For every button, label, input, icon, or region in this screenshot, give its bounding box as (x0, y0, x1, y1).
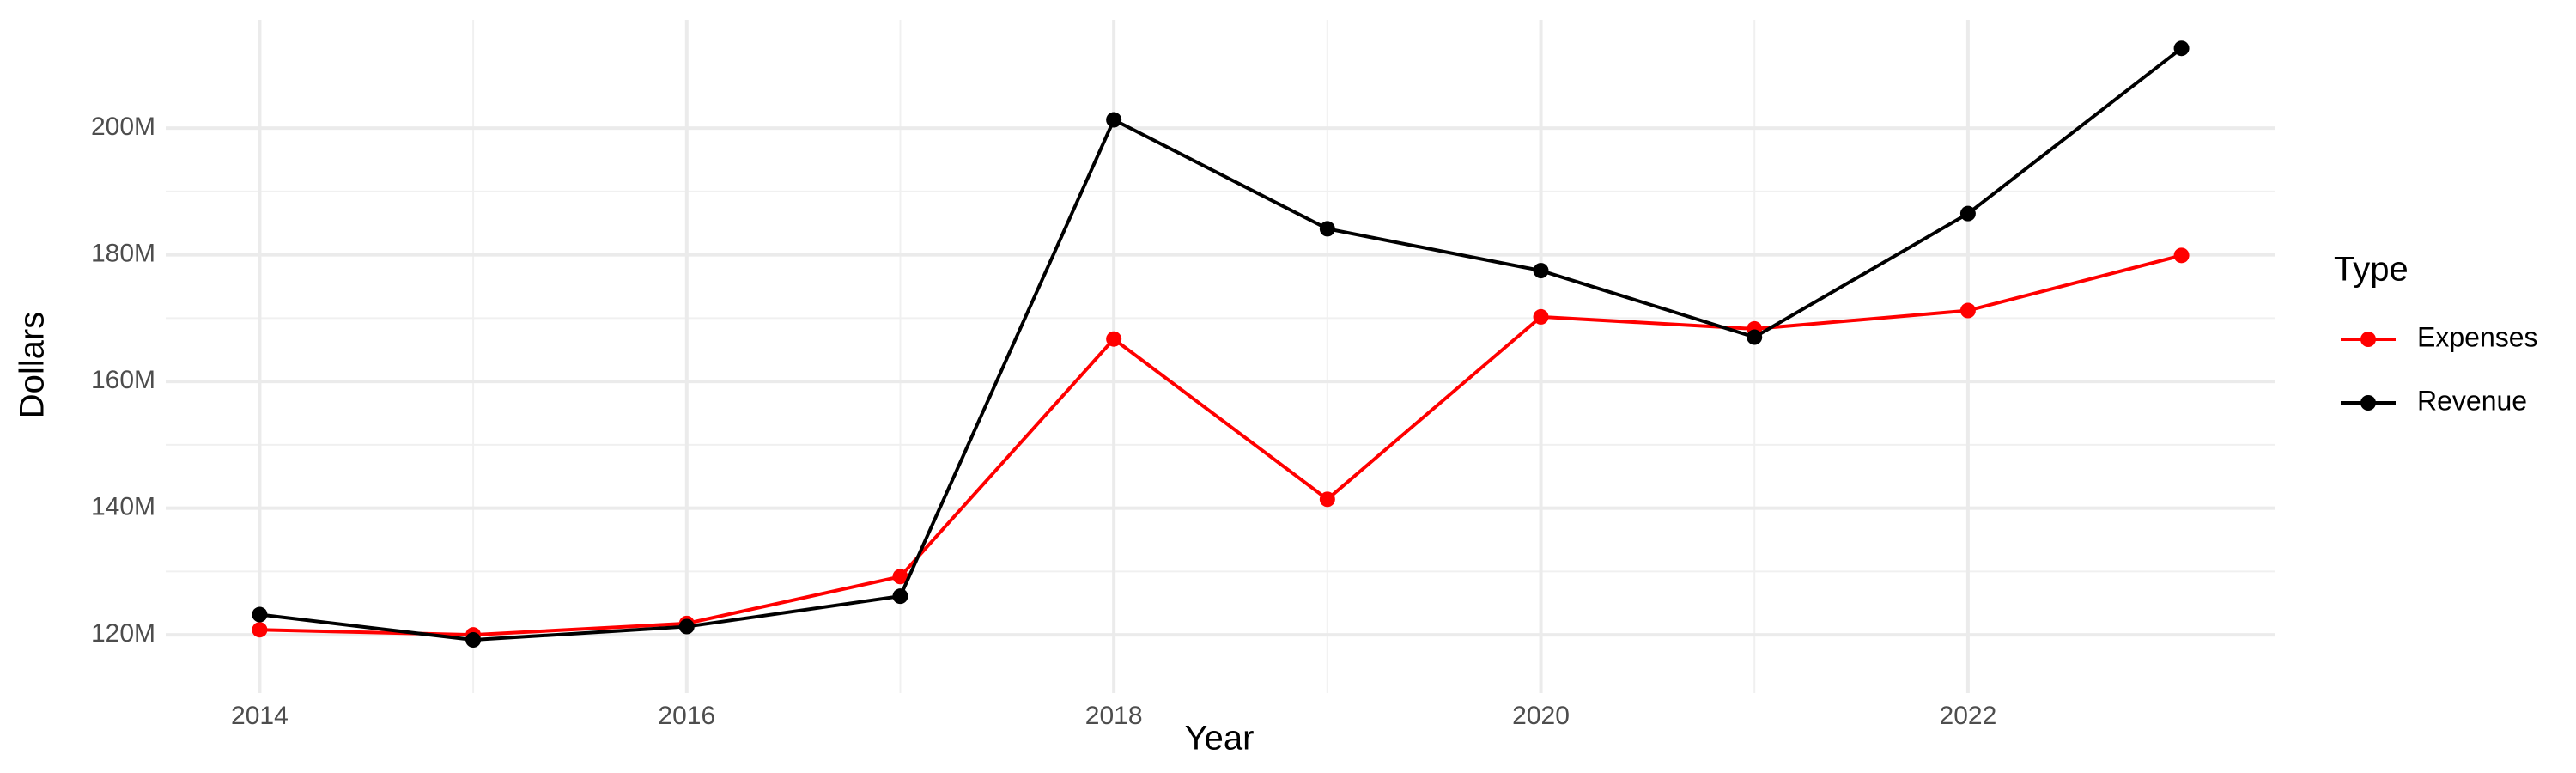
point (1106, 331, 1122, 347)
point (1959, 302, 1976, 319)
y-tick-label: 160M (91, 366, 155, 394)
y-tick-label: 140M (91, 493, 155, 521)
point (1533, 308, 1549, 325)
legend-point (2360, 395, 2376, 411)
point (678, 618, 695, 635)
point (1747, 329, 1763, 345)
x-axis-title: Year (1185, 720, 1255, 758)
x-tick-label: 2022 (1940, 702, 1997, 730)
point (1106, 112, 1122, 128)
point (1533, 263, 1549, 279)
legend-label: Revenue (2417, 385, 2527, 416)
x-tick-label: 2014 (231, 702, 289, 730)
y-tick-label: 120M (91, 619, 155, 648)
point (892, 569, 908, 585)
legend-point (2360, 332, 2376, 347)
point (2173, 40, 2190, 57)
line (259, 253, 2183, 637)
legend-label: Expenses (2417, 321, 2538, 352)
point (1319, 491, 1335, 508)
x-tick-label: 2016 (658, 702, 715, 730)
point (1959, 205, 1976, 222)
y-axis-title: Dollars (14, 312, 52, 418)
x-tick-label: 2018 (1085, 702, 1143, 730)
point (252, 622, 268, 638)
legend-title: Type (2334, 251, 2409, 289)
y-tick-label: 180M (91, 240, 155, 268)
x-tick-label: 2020 (1512, 702, 1570, 730)
y-tick-label: 200M (91, 113, 155, 141)
point (465, 632, 482, 648)
line (259, 46, 2183, 642)
point (892, 588, 908, 605)
point (1319, 221, 1335, 237)
point (2173, 247, 2190, 264)
point (252, 606, 268, 623)
